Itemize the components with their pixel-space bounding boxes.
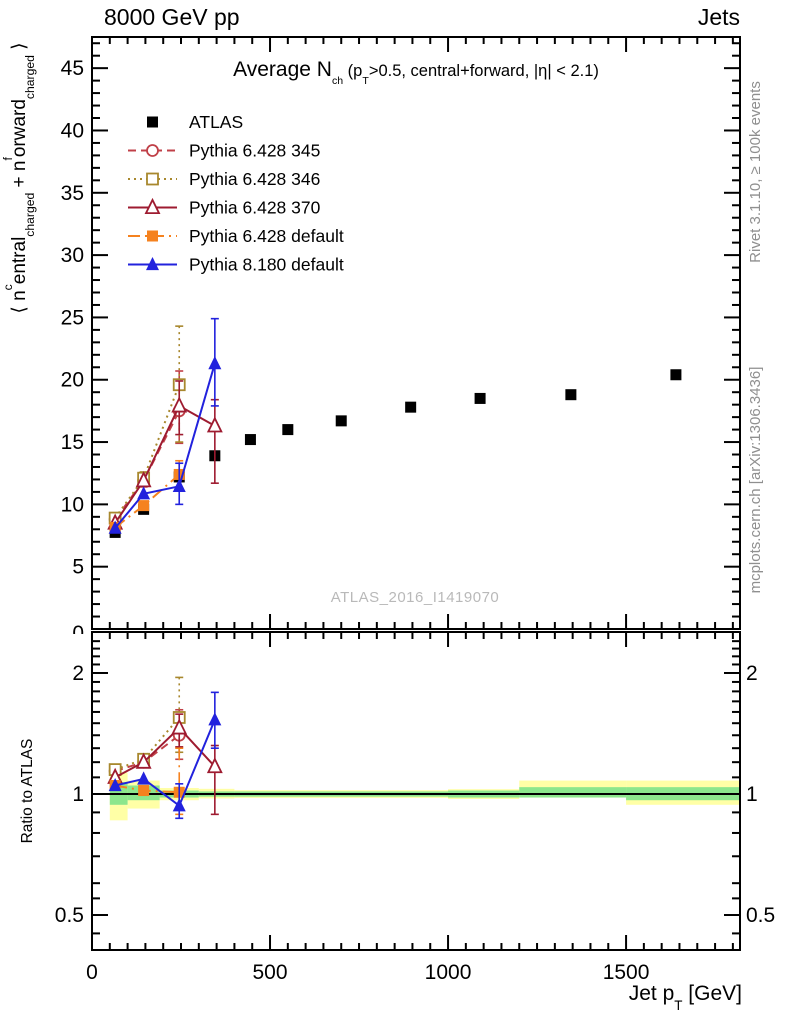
y-axis-clipped-zero: 0 — [72, 622, 84, 634]
y-tick-label-ratio-left: 2 — [72, 662, 84, 685]
legend-pythia-6-428-345-label: Pythia 6.428 345 — [189, 141, 320, 161]
rivet-version-note: Rivet 3.1.10, ≥ 100k events — [747, 81, 764, 263]
series-pythia-8-180-default-ratio-marker — [137, 771, 151, 785]
text-fragment: T — [362, 74, 369, 87]
legend-pythia-8-180-default-label: Pythia 8.180 default — [189, 255, 344, 275]
legend-pythia-6-428-default-label: Pythia 6.428 default — [189, 226, 344, 246]
text-fragment: ⟩ — [9, 42, 30, 56]
text-fragment: (p — [343, 62, 363, 80]
legend-pythia-6-428-345-marker — [146, 144, 159, 157]
y-tick-label-main: 35 — [61, 182, 84, 205]
y-tick-label-main: 40 — [61, 119, 84, 142]
series-atlas-main-marker — [244, 434, 256, 446]
legend-atlas-marker — [147, 116, 158, 128]
y-tick-label-ratio-right: 1 — [746, 783, 758, 806]
legend-pythia-8-180-default-marker — [146, 256, 159, 271]
series-pythia-6-428-370-ratio-line — [114, 726, 216, 779]
series-pythia-6-428-370-ratio-marker — [135, 752, 152, 769]
y-tick-label-main: 5 — [72, 556, 84, 579]
text-fragment: Average N — [233, 58, 332, 81]
text-fragment: ch — [331, 74, 344, 87]
series-pythia-8-180-default-ratio-marker — [108, 777, 122, 792]
text-fragment: [GeV] — [682, 982, 742, 1005]
series-pythia-6-428-370-main-line — [114, 404, 216, 524]
series-pythia-6-428-default-main-marker — [138, 500, 150, 512]
x-tick-label: 0 — [86, 961, 98, 984]
series-atlas-main-marker — [405, 401, 417, 413]
main-panel-frame — [91, 36, 741, 630]
analysis-watermark: ATLAS_2016_I1419070 — [330, 589, 500, 606]
legend-pythia-6-428-346-label: Pythia 6.428 346 — [189, 169, 320, 189]
series-atlas-main-marker — [335, 415, 347, 427]
y-tick-label-main: 30 — [61, 244, 84, 267]
text-fragment: c — [1, 284, 16, 291]
y-tick-label-main: 10 — [61, 493, 84, 516]
series-pythia-6-428-370-ratio-marker — [206, 757, 223, 774]
legend-atlas-label: ATLAS — [189, 112, 243, 132]
ratio-band-green — [519, 787, 627, 798]
text-fragment: charged — [23, 192, 38, 237]
text-fragment: Jet p — [628, 982, 675, 1005]
y-tick-label-ratio-right: 0.5 — [746, 904, 775, 927]
series-pythia-6-428-370-main-marker — [171, 396, 188, 413]
text-fragment: + n — [9, 160, 30, 193]
series-pythia-8-180-default-main-marker — [108, 520, 122, 534]
legend-pythia-6-428-370-marker — [144, 197, 161, 215]
series-pythia-8-180-default-ratio-line — [114, 719, 216, 808]
series-atlas-main-marker — [474, 392, 486, 404]
text-fragment: charged — [23, 55, 38, 100]
x-tick-label: 1000 — [425, 961, 472, 984]
y-tick-label-main: 20 — [61, 369, 84, 392]
legend-pythia-6-428-default-marker — [147, 230, 158, 242]
y-tick-label-main: 25 — [61, 306, 84, 329]
series-pythia-6-428-370-main-marker — [206, 416, 223, 433]
ratio-panel-frame — [91, 631, 741, 951]
plot-title: Average Nch (pT>0.5, central+forward, |η… — [92, 58, 740, 86]
y-axis-label-main: ⟨ ncentralcharged + nforwardcharged ⟩ — [1, 33, 38, 323]
text-fragment: T — [674, 997, 683, 1013]
mcplots-arxiv-note: mcplots.cern.ch [arXiv:1306.3436] — [747, 366, 764, 594]
y-axis-label-ratio: Ratio to ATLAS — [19, 738, 36, 844]
series-pythia-6-428-345-main-line — [114, 410, 181, 520]
y-tick-label-ratio-left: 0.5 — [55, 904, 84, 927]
text-fragment: f — [1, 157, 16, 161]
series-atlas-main-marker — [670, 369, 682, 381]
series-pythia-8-180-default-ratio-marker — [172, 798, 186, 812]
y-tick-label-main: 15 — [61, 431, 84, 454]
text-fragment: >0.5, central+forward, |η| < 2.1) — [368, 62, 599, 80]
series-pythia-8-180-default-main-marker — [137, 486, 151, 500]
y-tick-label-ratio-left: 1 — [72, 783, 84, 806]
y-tick-label-main: 45 — [61, 57, 84, 80]
series-pythia-8-180-default-main-marker — [172, 478, 186, 492]
series-pythia-6-428-370-ratio-marker — [171, 718, 188, 735]
header-beam-energy: 8000 GeV pp — [104, 4, 240, 30]
series-atlas-main-marker — [565, 389, 577, 401]
series-atlas-main-marker — [282, 424, 294, 436]
text-fragment: entral — [9, 236, 30, 285]
header-analysis-group: Jets — [697, 4, 740, 30]
text-fragment: orward — [9, 99, 30, 158]
text-fragment: ⟨ n — [9, 290, 30, 314]
x-axis-label: Jet pT [GeV] — [442, 982, 742, 1012]
series-pythia-8-180-default-main-line — [114, 363, 216, 529]
legend-pythia-6-428-370-label: Pythia 6.428 370 — [189, 198, 321, 218]
series-pythia-8-180-default-ratio-marker — [208, 712, 222, 726]
x-tick-label: 500 — [252, 961, 287, 984]
series-pythia-8-180-default-main-marker — [208, 355, 222, 370]
x-tick-label: 1500 — [603, 961, 650, 984]
legend-pythia-6-428-346-marker — [146, 172, 159, 186]
series-pythia-6-428-default-ratio-marker — [138, 785, 150, 797]
y-tick-label-ratio-right: 2 — [746, 662, 758, 685]
